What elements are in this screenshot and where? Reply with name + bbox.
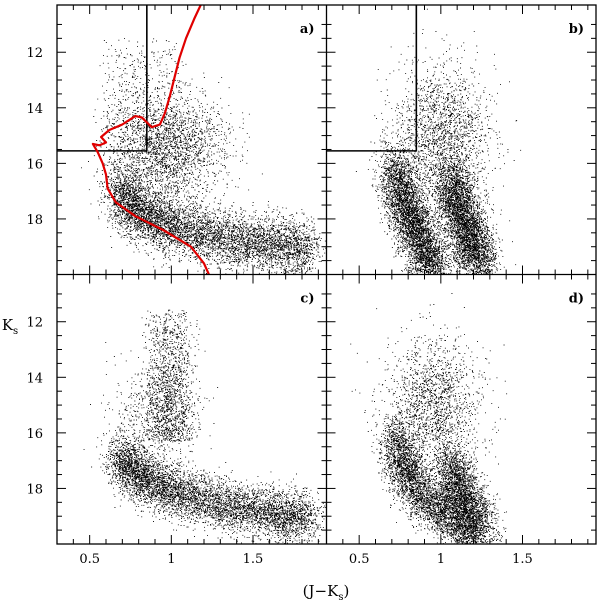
panel-d: d) (350, 292, 584, 544)
x-tick-label: 0.5 (79, 552, 100, 567)
y-tick-label: 14 (26, 371, 43, 386)
panels-layer: a) b) c) d) (57, 5, 584, 544)
star-points-a (81, 38, 327, 275)
selection-box (57, 5, 148, 152)
panel-label: d) (569, 292, 584, 307)
y-axis-title: Ks (2, 316, 18, 337)
y-tick-label: 12 (26, 46, 43, 61)
panel-label: c) (300, 292, 314, 307)
panel-b: b) (326, 5, 584, 275)
frame-layer (56, 4, 597, 545)
labels-layer: Ks (J−Ks) 12 14 16 18 12 14 16 18 0.5 1 1.5 0.5 1 1.5 (2, 46, 533, 603)
x-axis-title: (J−Ks) (303, 582, 350, 603)
y-tick-label: 14 (26, 102, 43, 117)
y-tick-label: 18 (26, 213, 43, 228)
star-points-c (83, 309, 327, 544)
star-points-b (355, 8, 522, 275)
x-tick-label: 1.5 (512, 552, 533, 567)
isochrone-line (91, 5, 210, 275)
panel-label: a) (300, 22, 315, 37)
y-tick-label: 18 (26, 482, 43, 497)
panel-label: b) (569, 22, 584, 37)
ticks (57, 5, 327, 275)
x-tick-label: 1 (437, 552, 445, 567)
ticks (57, 274, 327, 544)
y-tick-label: 16 (26, 157, 43, 172)
selection-box (326, 5, 418, 152)
star-points-d (350, 293, 508, 544)
ticks (326, 274, 596, 544)
y-tick-label: 16 (26, 427, 43, 442)
x-tick-label: 0.5 (349, 552, 370, 567)
x-axis-title-sub: s (338, 592, 343, 603)
y-tick-label: 12 (26, 316, 43, 331)
x-tick-label: 1 (167, 552, 175, 567)
panel-a: a) (57, 5, 327, 275)
ticks (326, 5, 596, 275)
x-tick-label: 1.5 (243, 552, 264, 567)
y-axis-title-sub: s (13, 326, 18, 337)
panel-c: c) (83, 292, 327, 544)
